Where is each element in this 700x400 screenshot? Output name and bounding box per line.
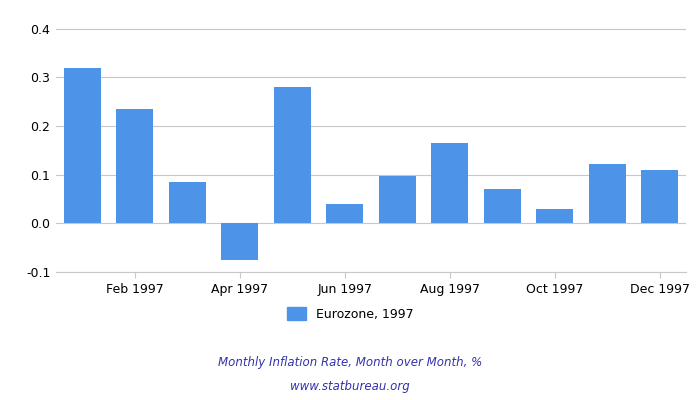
Bar (221, 223, 258, 260)
Bar (589, 164, 626, 223)
Legend: Eurozone, 1997: Eurozone, 1997 (282, 302, 418, 326)
Bar (116, 109, 153, 223)
Text: Monthly Inflation Rate, Month over Month, %: Monthly Inflation Rate, Month over Month… (218, 356, 482, 369)
Bar (431, 143, 468, 223)
Bar (169, 182, 206, 223)
Bar (641, 170, 678, 223)
Bar (64, 68, 101, 223)
Bar (274, 87, 311, 223)
Text: www.statbureau.org: www.statbureau.org (290, 380, 410, 393)
Bar (379, 176, 416, 223)
Bar (536, 209, 573, 223)
Bar (484, 189, 521, 223)
Bar (326, 204, 363, 223)
